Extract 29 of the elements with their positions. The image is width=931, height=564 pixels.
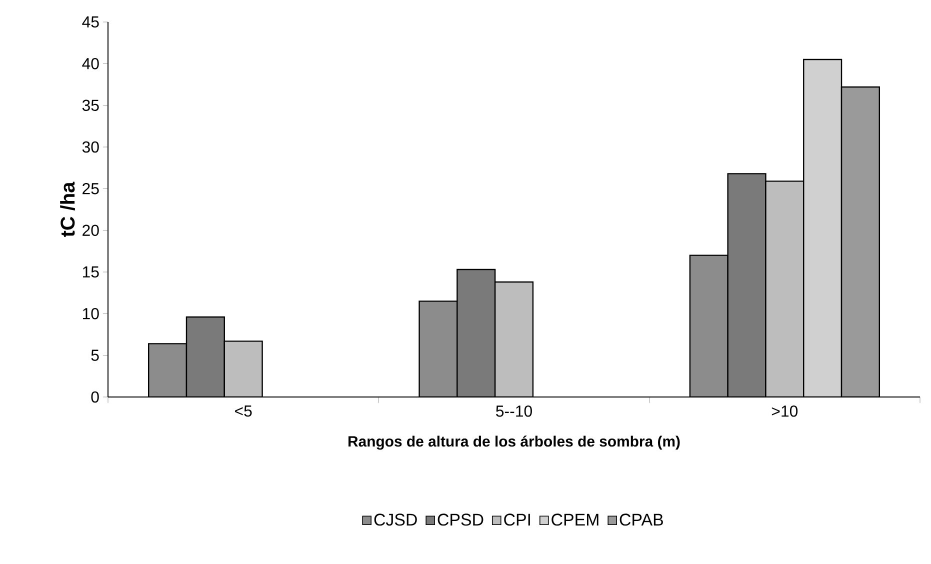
bar (456, 268, 496, 398)
y-tick-label: 0 (91, 391, 99, 403)
bar (689, 254, 728, 398)
y-tick-label: 30 (82, 141, 99, 153)
y-axis-title: tC /ha (60, 182, 75, 237)
x-tick-label: 5--10 (496, 406, 532, 417)
bar (727, 173, 766, 398)
y-tick-label: 35 (82, 100, 99, 111)
y-tick-label: 25 (82, 183, 99, 194)
bar (765, 180, 804, 398)
y-tick-label: 15 (82, 266, 99, 278)
y-tick-label: 40 (82, 58, 99, 70)
x-tick-label: <5 (235, 406, 252, 417)
y-tick-label: 20 (82, 224, 99, 236)
bar (148, 343, 188, 398)
bar (186, 316, 225, 398)
legend-label: CPSD (438, 514, 484, 526)
bar (418, 300, 458, 398)
legend-label: CPI (504, 514, 530, 526)
x-tick-label: >10 (772, 406, 798, 417)
y-tick-label: 5 (91, 350, 99, 361)
y-tick-label: 10 (82, 308, 99, 320)
y-tick-label: 45 (82, 16, 99, 28)
bar (224, 340, 263, 398)
legend-label: CPEM (552, 514, 598, 526)
legend-label: CJSD (374, 514, 417, 526)
bar (494, 281, 534, 398)
legend-label: CPAB (620, 514, 663, 526)
x-axis-title: Rangos de altura de los árboles de sombra (m) (348, 436, 680, 450)
